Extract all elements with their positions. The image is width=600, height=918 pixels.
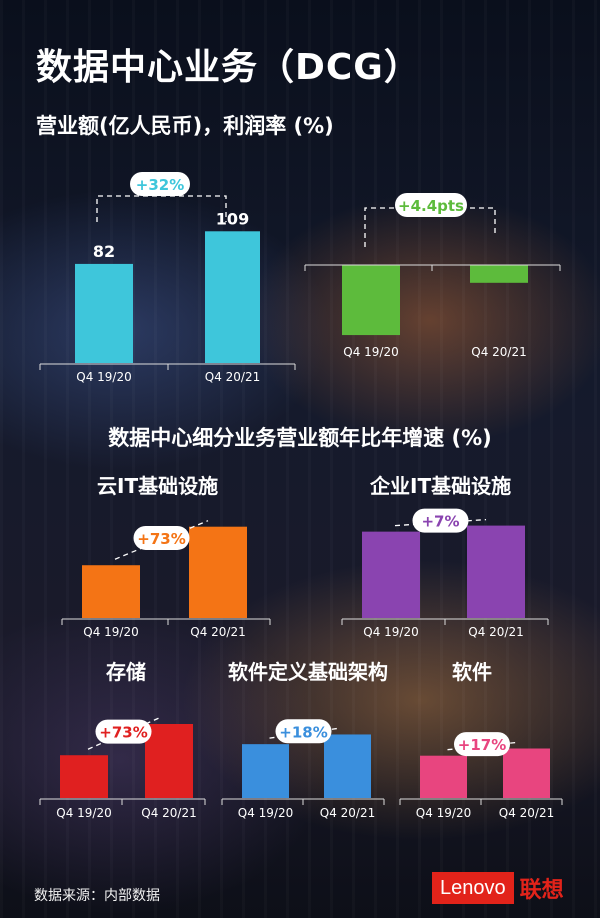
panel6-change-pill [275, 719, 332, 744]
panel5-change-label: +73% [99, 724, 147, 742]
panel-title-storage: 存储 [106, 660, 146, 684]
panel-title-enterprise-it: 企业IT基础设施 [370, 474, 512, 498]
panel7-bar-2 [503, 748, 550, 798]
panel2-category-2: Q4 20/21 [471, 345, 526, 359]
panel6-bar-2 [324, 734, 371, 798]
panel2-category-1: Q4 19/20 [343, 345, 398, 359]
panel2-bar-1 [342, 265, 400, 336]
panel5-category-2: Q4 20/21 [141, 806, 196, 820]
panel6-category-2: Q4 20/21 [320, 806, 375, 820]
panel3-bar-2 [189, 526, 247, 618]
panel4-change-label: +7% [421, 513, 459, 531]
panel7-change-label: +17% [458, 736, 506, 754]
panel-title-cloud-it: 云IT基础设施 [97, 474, 219, 498]
panel1-bar-2 [205, 231, 260, 363]
panel7-bar-1 [420, 755, 467, 798]
panel3-category-2: Q4 20/21 [190, 625, 245, 639]
logo-brand: Lenovo [432, 872, 514, 904]
panel4-category-2: Q4 20/21 [468, 625, 523, 639]
panel2-change-pill [395, 193, 467, 217]
panel3-change-pill [133, 525, 190, 550]
panel1-category-2: Q4 20/21 [205, 370, 260, 384]
logo-cn: 联想 [519, 878, 564, 903]
panel7-change-pill [454, 732, 510, 757]
panel1-change-label: +32% [136, 176, 184, 194]
panel3-change-label: +73% [137, 530, 185, 548]
panel3-bar-1 [82, 565, 140, 618]
panel5-category-1: Q4 19/20 [56, 806, 111, 820]
panel1-change-pill [130, 172, 190, 196]
lenovo-logo: Lenovo 联想 [432, 872, 564, 904]
panel2-change-label: +4.4pts [398, 197, 464, 215]
panel-title-sdi: 软件定义基础架构 [228, 660, 388, 684]
panel1-category-1: Q4 19/20 [76, 370, 131, 384]
panel7-category-1: Q4 19/20 [416, 806, 471, 820]
panel-title-software: 软件 [452, 660, 492, 684]
data-source-note: 数据来源：内部数据 [34, 888, 160, 904]
panel1-bar-1 [75, 263, 133, 363]
panel5-change-pill [95, 719, 152, 744]
panel4-bar-1 [362, 531, 420, 618]
panel1-data-label-1: 82 [93, 242, 115, 261]
panel5-bar-2 [145, 723, 193, 798]
panel4-change-pill [412, 508, 469, 533]
panel1-change-bracket [96, 195, 227, 222]
panel3-category-1: Q4 19/20 [83, 625, 138, 639]
panel7-category-2: Q4 20/21 [499, 806, 554, 820]
panel4-bar-2 [467, 525, 525, 618]
panel2-bar-2 [470, 265, 528, 283]
panel1-data-label-2: 109 [216, 209, 249, 228]
panel6-bar-1 [242, 744, 289, 798]
panel6-category-1: Q4 19/20 [238, 806, 293, 820]
page-subtitle: 营业额(亿人民币)，利润率 (%) [36, 114, 334, 138]
panel5-bar-1 [60, 755, 108, 798]
panel3-change-line [114, 520, 209, 560]
page-title: 数据中心业务（DCG） [36, 47, 421, 88]
segment-growth-title: 数据中心细分业务营业额年比年增速 (%) [108, 426, 492, 450]
panel4-category-1: Q4 19/20 [363, 625, 418, 639]
panel6-change-label: +18% [279, 723, 327, 741]
